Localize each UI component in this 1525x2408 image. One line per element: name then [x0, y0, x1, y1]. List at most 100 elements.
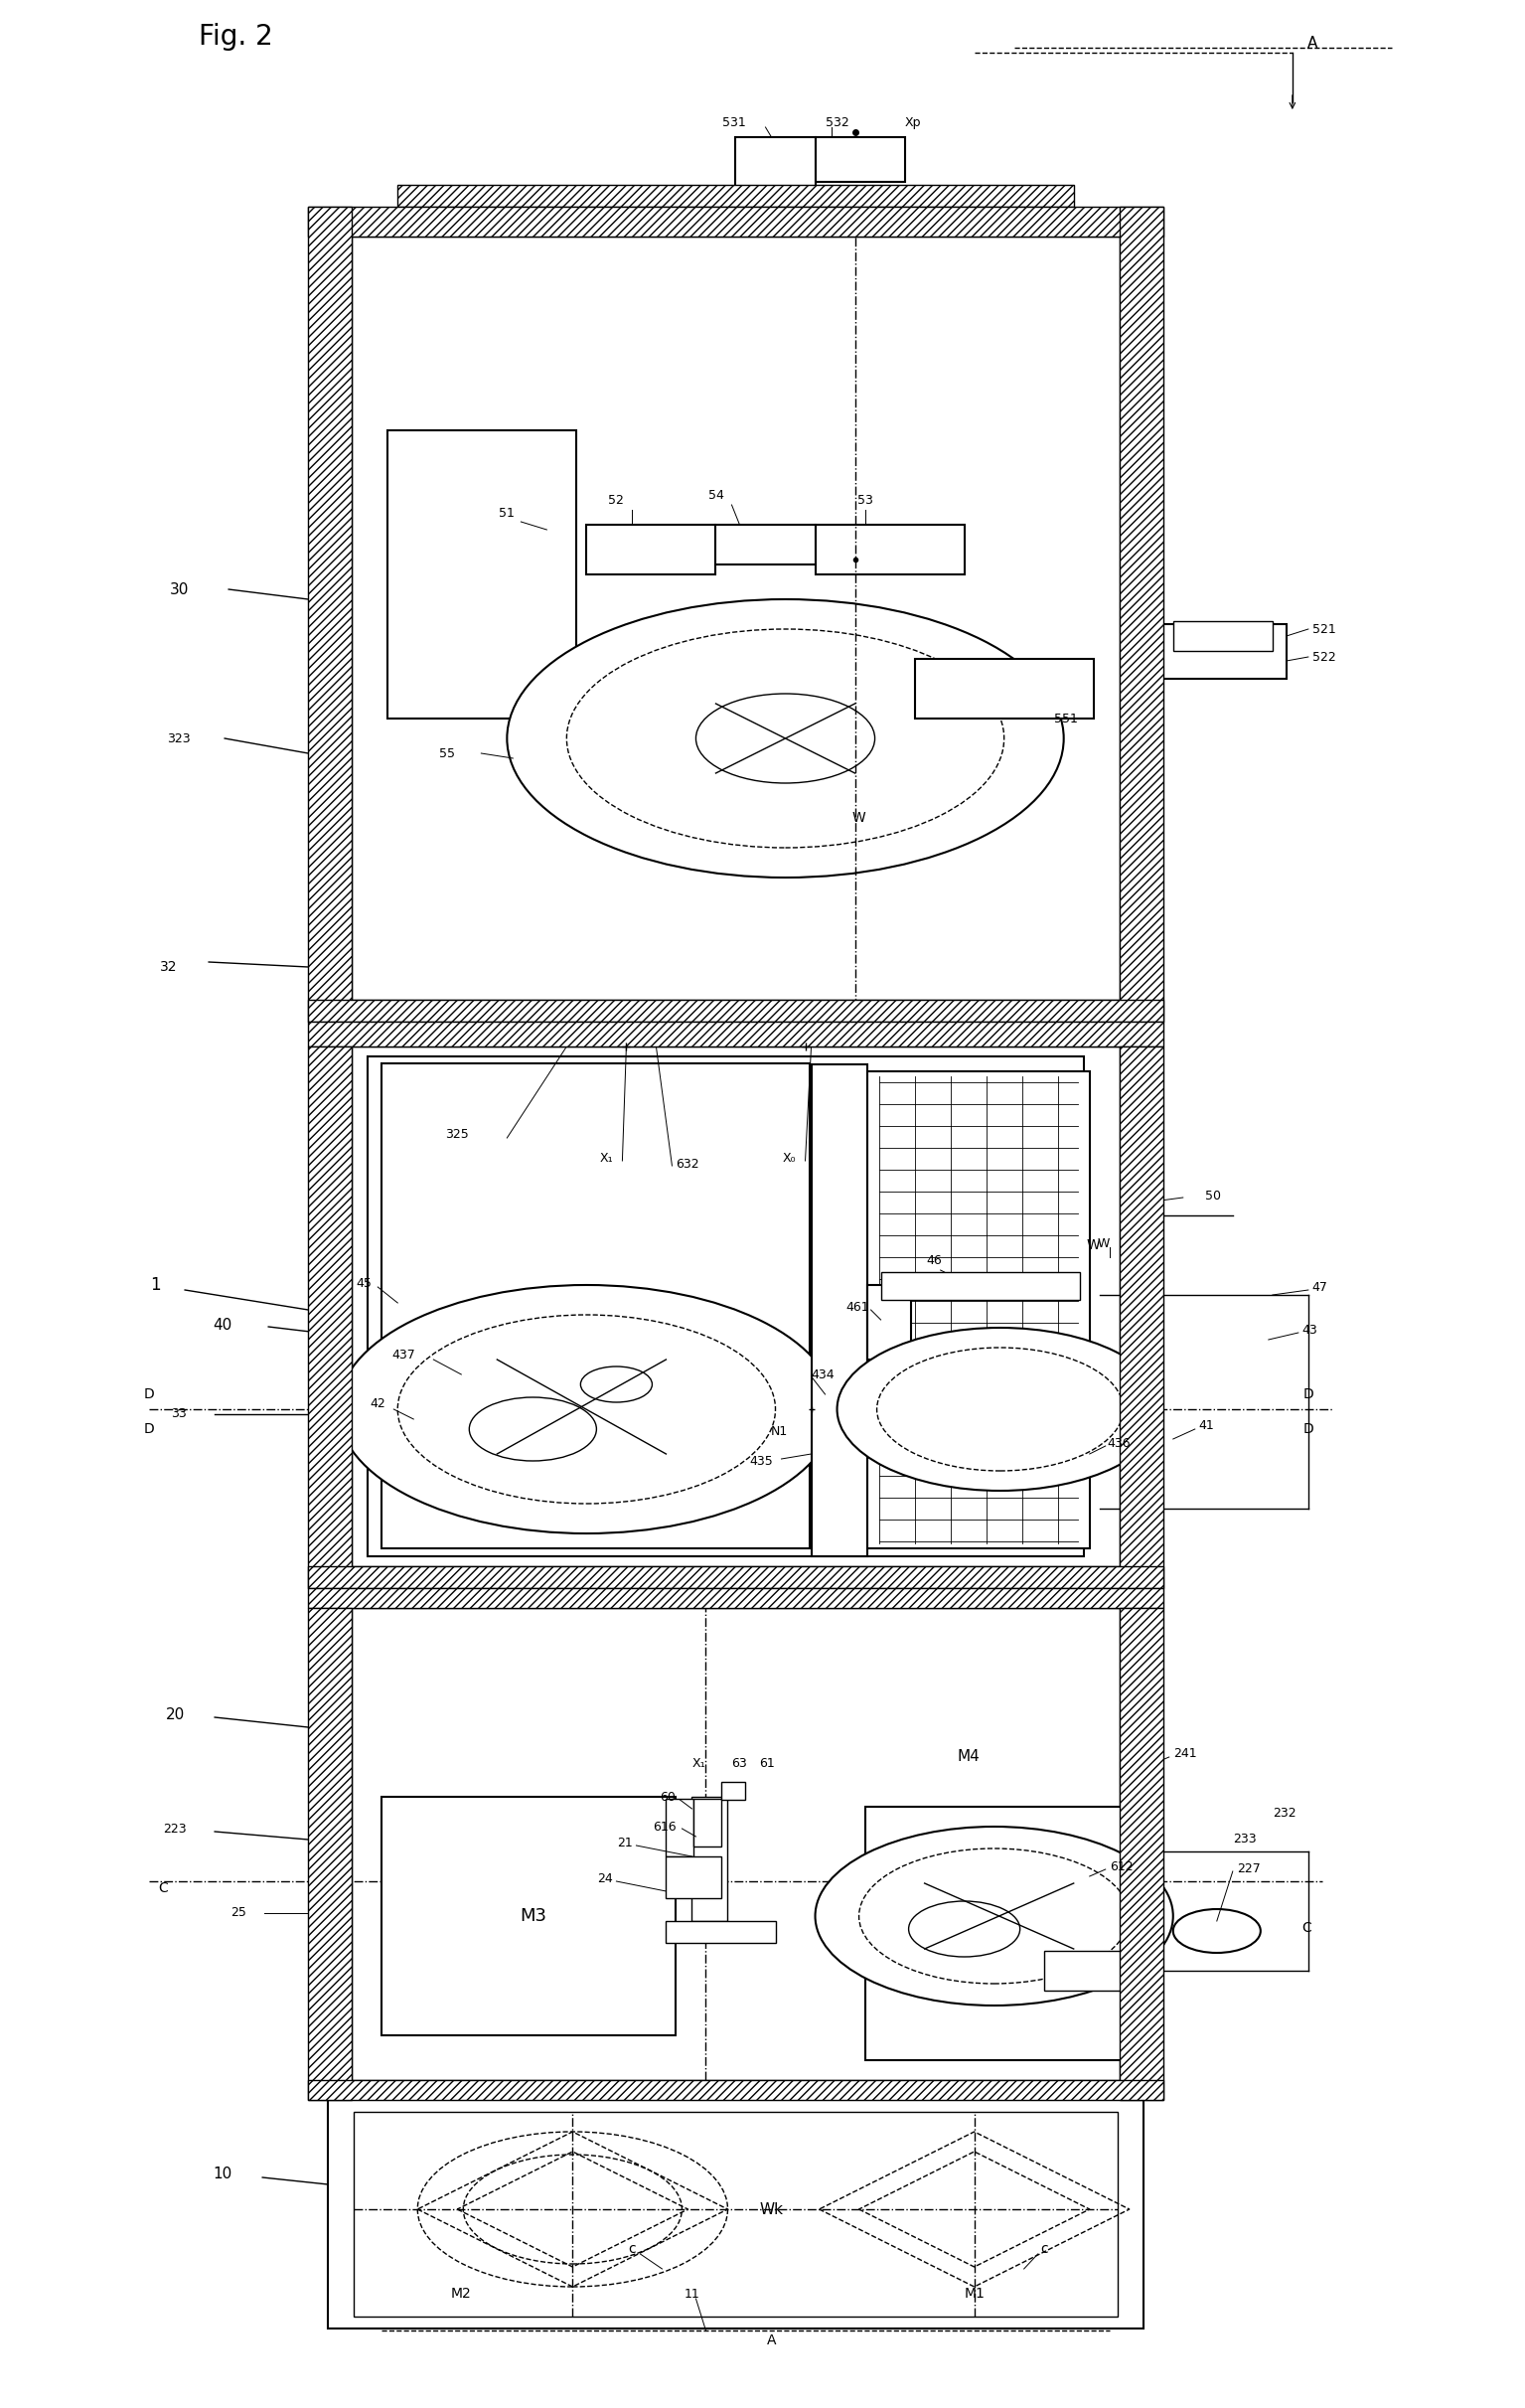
Text: 24: 24 — [596, 1871, 613, 1885]
Bar — [352, 1609, 1119, 2081]
Text: 45: 45 — [355, 1276, 372, 1288]
Text: 632: 632 — [676, 1158, 700, 1170]
Text: 223: 223 — [163, 1823, 186, 1835]
Bar — [865, 1806, 1133, 2061]
Text: M1: M1 — [964, 2288, 985, 2300]
Bar — [694, 1799, 721, 1847]
Text: M4: M4 — [958, 1748, 979, 1765]
Text: 323: 323 — [168, 732, 191, 744]
Text: 1: 1 — [149, 1276, 160, 1293]
Text: M2: M2 — [451, 2288, 471, 2300]
Bar — [381, 1064, 810, 1548]
Circle shape — [581, 1365, 653, 1401]
Text: c: c — [1040, 2242, 1048, 2256]
Circle shape — [398, 1315, 775, 1503]
Circle shape — [339, 1286, 836, 1534]
Text: 612: 612 — [1110, 1859, 1133, 1873]
Bar — [308, 1609, 352, 2100]
Text: 435: 435 — [750, 1454, 773, 1466]
Text: 522: 522 — [1312, 650, 1336, 662]
Text: W: W — [1087, 1238, 1101, 1252]
Text: D: D — [143, 1387, 154, 1401]
Text: Wk: Wk — [759, 2201, 784, 2218]
Text: 30: 30 — [169, 583, 189, 597]
Bar — [1173, 621, 1272, 650]
Circle shape — [567, 628, 1003, 848]
Circle shape — [464, 2155, 682, 2264]
Text: 33: 33 — [171, 1409, 186, 1421]
Text: 461: 461 — [845, 1300, 869, 1312]
Text: 521: 521 — [1312, 624, 1336, 636]
Text: 63: 63 — [732, 1758, 747, 1770]
Text: c: c — [628, 2242, 636, 2256]
Text: 40: 40 — [214, 1317, 232, 1332]
Bar — [1119, 207, 1164, 1021]
Text: 241: 241 — [1173, 1748, 1197, 1760]
Text: 616: 616 — [653, 1820, 676, 1832]
Text: 11: 11 — [685, 2288, 700, 2300]
Text: 531: 531 — [721, 116, 746, 128]
Text: 42: 42 — [371, 1397, 386, 1411]
Text: 61: 61 — [759, 1758, 775, 1770]
Text: 43: 43 — [1302, 1324, 1318, 1336]
Text: X₁: X₁ — [692, 1758, 706, 1770]
Text: 532: 532 — [825, 116, 849, 128]
Bar — [666, 1799, 694, 1857]
Bar — [866, 1286, 910, 1361]
Bar — [387, 431, 576, 718]
Bar — [816, 525, 964, 576]
Bar — [352, 1047, 1119, 1565]
Text: 51: 51 — [499, 506, 515, 520]
Text: 32: 32 — [160, 961, 178, 973]
Text: 10: 10 — [214, 2167, 232, 2182]
Bar — [328, 2100, 1144, 2329]
Bar — [1119, 1609, 1164, 2100]
Bar — [398, 185, 1074, 207]
Text: 232: 232 — [1272, 1808, 1296, 1820]
Bar — [354, 2112, 1118, 2316]
Text: 437: 437 — [392, 1348, 415, 1361]
Text: N1: N1 — [770, 1426, 788, 1438]
Text: 60: 60 — [660, 1789, 676, 1804]
Bar — [881, 1271, 1080, 1300]
Bar — [381, 1796, 676, 2035]
Circle shape — [816, 1828, 1173, 2006]
Text: 46: 46 — [927, 1255, 942, 1267]
Text: D: D — [1302, 1387, 1313, 1401]
Text: 227: 227 — [1237, 1861, 1260, 1876]
Text: C: C — [1301, 1922, 1312, 1936]
Circle shape — [909, 1902, 1020, 1958]
Text: 55: 55 — [439, 746, 456, 761]
Bar — [308, 1565, 1164, 1589]
Bar — [692, 1796, 727, 1922]
Text: 54: 54 — [708, 489, 724, 501]
Text: 434: 434 — [811, 1368, 834, 1380]
Circle shape — [695, 694, 875, 783]
Text: 41: 41 — [1199, 1421, 1214, 1433]
Text: Fig. 2: Fig. 2 — [198, 22, 273, 51]
Bar — [715, 525, 816, 563]
Bar — [308, 2081, 1164, 2100]
Bar — [308, 1589, 1164, 1609]
Circle shape — [837, 1327, 1164, 1491]
Bar — [915, 660, 1093, 718]
Text: C: C — [159, 1881, 168, 1895]
Bar — [368, 1057, 1084, 1556]
Text: 53: 53 — [857, 494, 872, 506]
Text: 21: 21 — [616, 1837, 633, 1849]
Bar — [587, 525, 715, 576]
Bar — [308, 207, 1164, 236]
Text: 52: 52 — [608, 494, 624, 506]
Circle shape — [1173, 1910, 1261, 1953]
Text: A: A — [1307, 36, 1318, 51]
Bar — [1043, 1950, 1144, 1991]
Text: 325: 325 — [445, 1127, 470, 1141]
Text: 233: 233 — [1232, 1832, 1257, 1847]
Bar — [866, 1072, 1089, 1548]
Bar — [816, 137, 904, 183]
Text: X₀: X₀ — [782, 1151, 796, 1163]
Circle shape — [877, 1348, 1124, 1471]
Text: 50: 50 — [1205, 1190, 1222, 1202]
Text: D: D — [1302, 1423, 1313, 1435]
Bar — [308, 1021, 1164, 1047]
